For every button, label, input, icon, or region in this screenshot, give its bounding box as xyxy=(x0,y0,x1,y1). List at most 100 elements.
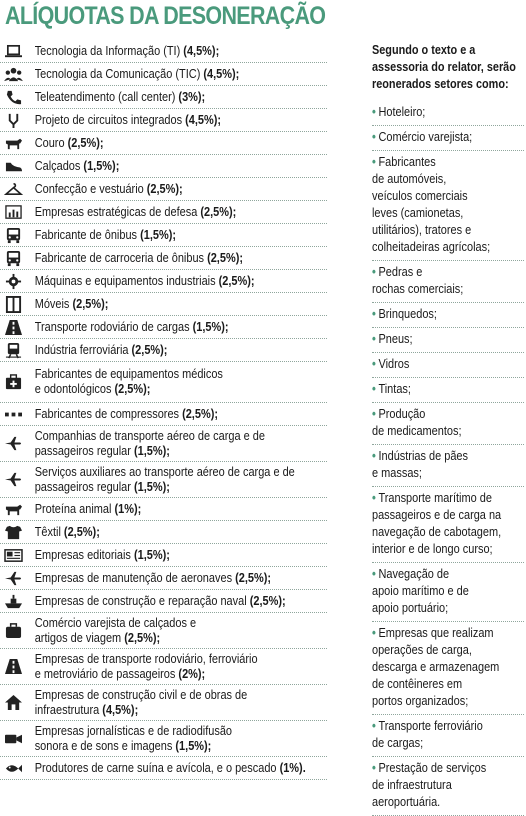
rate-row: Empresas jornalísticas e de radiodifusão… xyxy=(0,721,327,757)
rate-row: Fabricantes de compressores (2,5%); xyxy=(0,403,327,426)
rate-text: Confecção e vestuário (2,5%); xyxy=(26,182,288,197)
rate-text: Teleatendimento (call center) (3%); xyxy=(26,90,288,105)
rate-value: (2,5%); xyxy=(179,406,218,421)
sector-label: Empresas de construção civil e de obras … xyxy=(34,687,248,702)
rate-text: Couro (2,5%); xyxy=(26,136,288,151)
sector-item-text: Indústrias de pães xyxy=(378,449,468,463)
sector-label: Calçados xyxy=(34,158,81,173)
sector-label: Empresas de transporte rodoviário, ferro… xyxy=(34,651,258,666)
rate-value: (1,5%); xyxy=(137,227,177,242)
airplane-icon xyxy=(0,471,26,488)
sector-label-cont: passageiros regular xyxy=(34,443,131,458)
rate-text: Tecnologia da Comunicação (TIC) (4,5%); xyxy=(26,67,288,82)
cabinet-icon xyxy=(0,295,26,313)
bullet-icon: • xyxy=(372,719,376,733)
rate-value: (1%). xyxy=(276,760,306,775)
rate-row: Máquinas e equipamentos industriais (2,5… xyxy=(0,270,327,293)
sector-label: Proteína animal xyxy=(34,501,112,516)
sector-label-cont: e metroviário de passageiros xyxy=(34,666,176,681)
rate-row: Proteína animal (1%); xyxy=(0,498,327,521)
sector-item-text: Fabricantes xyxy=(378,155,436,169)
sector-item-text: Transporte marítimo de xyxy=(378,491,492,505)
bullet-icon: • xyxy=(372,567,376,581)
bullet-icon: • xyxy=(372,307,376,321)
bullet-icon: • xyxy=(372,155,376,169)
sector-label: Confecção e vestuário xyxy=(34,181,144,196)
compressor-icon xyxy=(0,406,26,423)
rate-row: Teleatendimento (call center) (3%); xyxy=(0,86,327,109)
laptop-icon xyxy=(0,43,26,60)
bullet-icon: • xyxy=(372,265,376,279)
sector-item: • Produção de medicamentos; xyxy=(372,403,524,445)
rate-value: (3%); xyxy=(175,89,206,104)
rate-row: Confecção e vestuário (2,5%); xyxy=(0,178,327,201)
rate-value: (1%); xyxy=(111,501,142,516)
sector-label: Comércio varejista de calçados e xyxy=(34,615,197,630)
sector-label: Empresas editoriais xyxy=(34,547,131,562)
sector-item: • Comércio varejista; xyxy=(372,126,524,151)
rate-text: Companhias de transporte aéreo de carga … xyxy=(26,429,288,459)
sector-item: • Vidros xyxy=(372,353,524,378)
road-icon xyxy=(0,658,26,675)
sector-item-text: Brinquedos; xyxy=(378,307,437,321)
sector-label: Empresas de manutenção de aeronaves xyxy=(34,570,233,585)
rate-value: (4,5%); xyxy=(99,702,139,717)
bullet-icon: • xyxy=(372,130,376,144)
sector-item-text: Tintas; xyxy=(378,382,411,396)
rate-text: Serviços auxiliares ao transporte aéreo … xyxy=(26,465,295,495)
sector-item: • Brinquedos; xyxy=(372,303,524,328)
sector-label: Fabricantes de equipamentos médicos xyxy=(34,367,223,381)
sector-item: • Pedras e rochas comerciais; xyxy=(372,261,524,303)
sector-label: Empresas de construção e reparação naval xyxy=(34,593,247,608)
sector-item-text: Prestação de serviços xyxy=(378,761,487,775)
sector-item: • Fabricantes de automóveis, veículos comer… xyxy=(372,151,524,261)
sector-label: Serviços auxiliares ao transporte aéreo … xyxy=(34,464,295,479)
sector-item-text: de infraestrutura xyxy=(372,778,452,792)
sector-label: Teleatendimento (call center) xyxy=(34,89,176,104)
sector-label: Companhias de transporte aéreo de carga … xyxy=(34,428,265,443)
sector-item-text: veículos comerciais xyxy=(372,189,468,203)
sector-item-text: leves (camionetas, xyxy=(372,206,464,220)
rate-row: Serviços auxiliares ao transporte aéreo … xyxy=(0,462,327,498)
sector-item: • Transporte marítimo de passageiros e de … xyxy=(372,487,524,563)
gear-icon xyxy=(0,273,26,290)
sector-label: Máquinas e equipamentos industriais xyxy=(34,273,216,288)
road-icon xyxy=(0,319,26,336)
sector-item-text: de contêineres em xyxy=(372,677,463,691)
sector-label: Produtores de carne suína e avícola, e o… xyxy=(34,760,277,775)
camera-icon xyxy=(0,730,26,747)
rate-value: (2,5%); xyxy=(204,250,243,265)
rate-text: Empresas de construção e reparação naval… xyxy=(26,594,288,609)
sector-item-text: operações de carga, xyxy=(372,643,472,657)
fish-icon xyxy=(0,760,26,777)
rate-row: Couro (2,5%); xyxy=(0,132,327,155)
rate-row: Empresas editoriais (1,5%); xyxy=(0,544,327,567)
rate-text: Empresas estratégicas de defesa (2,5%); xyxy=(26,205,288,220)
bullet-icon: • xyxy=(372,761,376,775)
rate-value: (2,5%); xyxy=(246,593,286,608)
rate-row: Companhias de transporte aéreo de carga … xyxy=(0,426,327,462)
sector-item-text: Empresas que realizam xyxy=(378,626,494,640)
sector-label: Tecnologia da Comunicação (TIC) xyxy=(34,66,201,81)
sectors-header-line: assessoria do relator, serão xyxy=(372,60,516,74)
sector-label: Indústria ferroviária xyxy=(34,342,129,357)
rate-text: Comércio varejista de calçados e artigos … xyxy=(26,616,288,646)
sector-label: Empresas jornalísticas e de radiodifusão xyxy=(34,723,233,738)
rate-value: (4,5%); xyxy=(180,43,220,58)
bullet-icon: • xyxy=(372,407,376,421)
rate-text: Têxtil (2,5%); xyxy=(26,525,288,540)
rate-value: (2,5%); xyxy=(197,204,237,219)
bag-icon xyxy=(0,622,26,639)
sector-label-cont: infraestrutura xyxy=(34,702,100,717)
bullet-icon: • xyxy=(372,382,376,396)
rate-row: Projeto de circuitos integrados (4,5%); xyxy=(0,109,327,132)
sector-item-text: de cargas; xyxy=(372,736,424,750)
airplane-icon xyxy=(0,435,26,452)
sector-item-text: utilitários), tratores e xyxy=(372,223,472,237)
cow-icon xyxy=(0,501,26,518)
sector-item: • Hoteleiro; xyxy=(372,101,524,126)
sector-label: Empresas estratégicas de defesa xyxy=(34,204,198,219)
rate-value: (4,5%); xyxy=(200,66,240,81)
rate-text: Empresas de transporte rodoviário, ferro… xyxy=(26,652,288,682)
bullet-icon: • xyxy=(372,332,376,346)
